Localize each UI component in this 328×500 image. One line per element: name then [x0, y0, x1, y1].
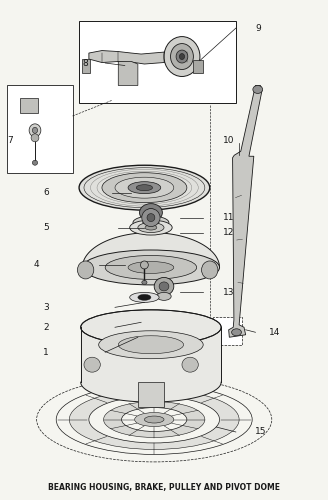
Text: 6: 6 — [43, 188, 49, 197]
Ellipse shape — [118, 336, 184, 353]
Text: 2: 2 — [43, 323, 49, 332]
Polygon shape — [118, 62, 138, 86]
Ellipse shape — [182, 357, 198, 372]
Ellipse shape — [140, 261, 148, 269]
Bar — [79, 20, 236, 103]
Text: 13: 13 — [223, 288, 234, 297]
Ellipse shape — [122, 408, 187, 432]
Text: 12: 12 — [223, 228, 234, 237]
Ellipse shape — [147, 214, 155, 222]
Ellipse shape — [176, 50, 188, 63]
Ellipse shape — [142, 280, 147, 284]
Ellipse shape — [29, 124, 41, 137]
Polygon shape — [89, 50, 197, 64]
Ellipse shape — [144, 416, 164, 423]
Ellipse shape — [202, 261, 218, 279]
Ellipse shape — [164, 36, 200, 76]
Ellipse shape — [253, 86, 263, 94]
Text: 9: 9 — [256, 24, 261, 32]
Ellipse shape — [142, 208, 160, 226]
Ellipse shape — [99, 331, 203, 358]
Ellipse shape — [139, 204, 162, 222]
Ellipse shape — [31, 134, 39, 142]
Ellipse shape — [232, 329, 241, 336]
Text: 5: 5 — [43, 223, 49, 232]
Ellipse shape — [56, 384, 252, 454]
Ellipse shape — [32, 160, 38, 165]
Ellipse shape — [105, 256, 197, 280]
Bar — [213, 318, 242, 344]
Text: 15: 15 — [256, 428, 267, 436]
Ellipse shape — [32, 128, 38, 134]
Polygon shape — [82, 232, 219, 268]
Text: 1: 1 — [43, 348, 49, 356]
Ellipse shape — [82, 250, 219, 285]
Bar — [20, 98, 38, 113]
Ellipse shape — [171, 44, 194, 70]
Ellipse shape — [81, 310, 221, 344]
Ellipse shape — [84, 357, 100, 372]
Ellipse shape — [159, 282, 169, 291]
Text: 3: 3 — [43, 303, 49, 312]
Ellipse shape — [128, 262, 174, 274]
Bar — [82, 59, 90, 73]
Ellipse shape — [138, 294, 151, 300]
Ellipse shape — [146, 208, 156, 216]
Ellipse shape — [115, 177, 174, 198]
Text: 8: 8 — [82, 58, 88, 68]
Text: 11: 11 — [223, 213, 234, 222]
Ellipse shape — [128, 182, 161, 194]
Ellipse shape — [136, 184, 153, 190]
Ellipse shape — [145, 225, 157, 230]
Ellipse shape — [37, 377, 272, 462]
Ellipse shape — [157, 292, 171, 300]
Text: 7: 7 — [7, 136, 13, 145]
Ellipse shape — [179, 54, 185, 60]
Ellipse shape — [77, 261, 94, 279]
Text: 10: 10 — [223, 136, 234, 145]
Ellipse shape — [133, 216, 169, 229]
Polygon shape — [81, 310, 221, 402]
Text: 14: 14 — [269, 328, 280, 337]
Ellipse shape — [130, 292, 159, 302]
Ellipse shape — [69, 390, 239, 450]
Bar — [7, 86, 72, 172]
Bar — [138, 382, 164, 407]
Text: 4: 4 — [33, 260, 39, 270]
Ellipse shape — [143, 219, 159, 226]
Text: BEARING HOUSING, BRAKE, PULLEY AND PIVOT DOME: BEARING HOUSING, BRAKE, PULLEY AND PIVOT… — [48, 483, 280, 492]
Ellipse shape — [79, 165, 210, 210]
Ellipse shape — [89, 396, 219, 443]
Ellipse shape — [138, 222, 164, 232]
Ellipse shape — [154, 278, 174, 295]
Ellipse shape — [104, 402, 205, 438]
Ellipse shape — [130, 220, 172, 235]
Ellipse shape — [102, 172, 187, 203]
Polygon shape — [229, 86, 262, 338]
Ellipse shape — [134, 412, 174, 426]
Bar — [194, 60, 203, 73]
